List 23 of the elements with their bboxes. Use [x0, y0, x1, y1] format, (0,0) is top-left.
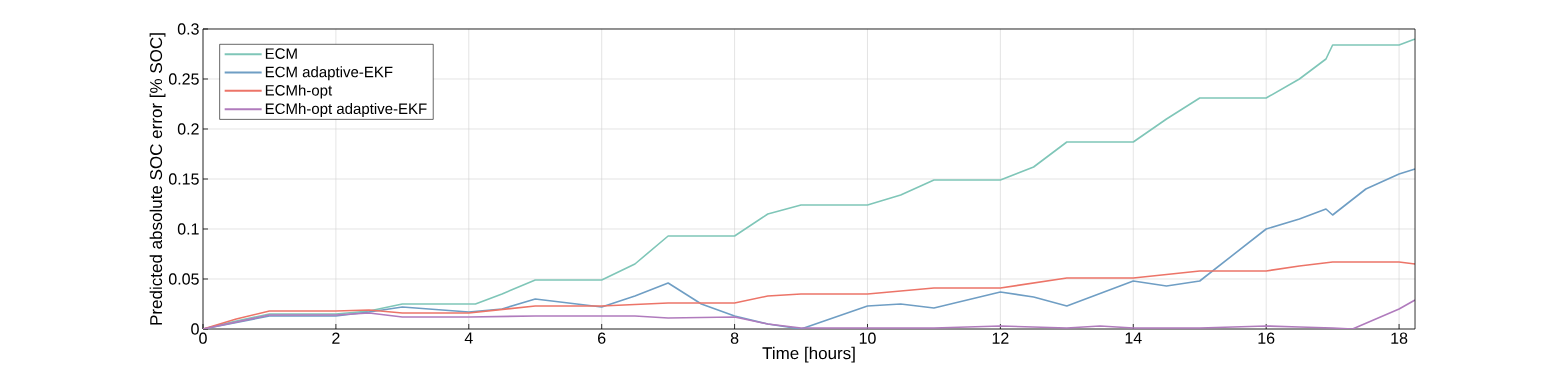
x-tick-label: 14: [1125, 332, 1142, 344]
y-tick-label: 0.05: [168, 273, 199, 285]
x-tick-label: 6: [598, 332, 606, 344]
x-tick-label: 4: [464, 332, 473, 344]
y-tick-label: 0.25: [168, 73, 199, 85]
x-tick-label: 0: [199, 332, 207, 344]
x-axis-title: Time [hours]: [762, 346, 855, 363]
y-tick-label: 0.2: [177, 123, 199, 135]
x-tick-label: 12: [992, 332, 1009, 344]
x-tick-label: 8: [730, 332, 739, 344]
x-tick-label: 10: [859, 332, 876, 344]
y-axis-title: Predicted absolute SOC error [% SOC]: [149, 33, 166, 325]
legend-label: ECMh-opt: [265, 84, 333, 99]
x-tick-label: 2: [332, 332, 340, 344]
legend-label: ECM: [265, 48, 297, 59]
legend-label: ECMh-opt adaptive-EKF: [265, 103, 427, 117]
y-tick-label: 0.15: [168, 173, 199, 185]
y-tick-label: 0: [191, 323, 199, 335]
legend-label: ECM adaptive-EKF: [265, 66, 393, 81]
x-tick-label: 18: [1391, 332, 1408, 344]
x-tick-label: 16: [1258, 332, 1275, 344]
y-tick-label: 0.3: [177, 23, 199, 35]
y-tick-label: 0.1: [177, 223, 199, 235]
